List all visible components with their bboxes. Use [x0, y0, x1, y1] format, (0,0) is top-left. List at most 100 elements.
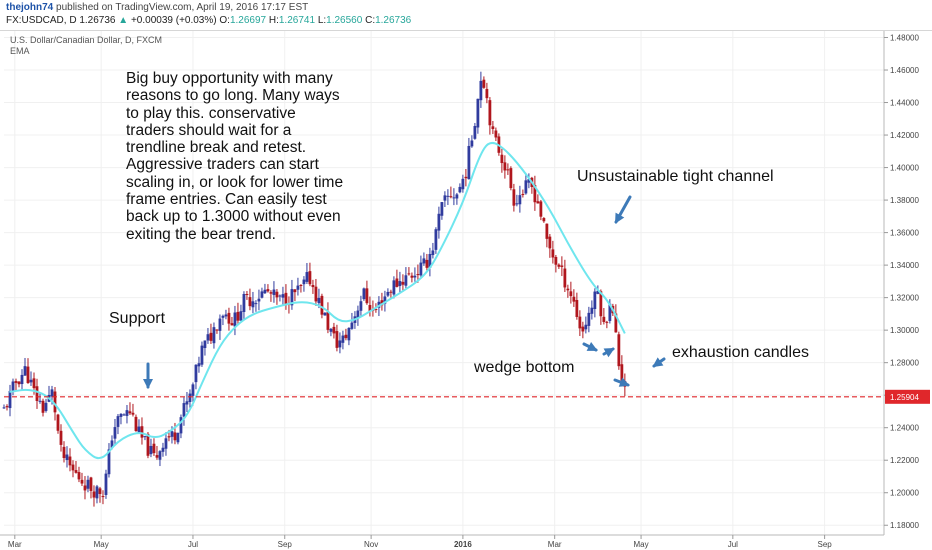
last-price: 1.26736 [79, 15, 116, 26]
candle [194, 364, 198, 390]
candle-body [614, 313, 618, 333]
candle [215, 329, 219, 334]
candle-body [584, 324, 588, 330]
candle-body [437, 213, 441, 231]
candle [38, 393, 42, 404]
candle [218, 314, 222, 340]
candle-body [350, 322, 354, 329]
candle-body [317, 297, 321, 304]
candle [407, 267, 411, 276]
price-tag-text: 1.25904 [890, 393, 919, 402]
candle-body [119, 413, 123, 417]
price-tag-bg [885, 389, 930, 404]
candle [269, 290, 273, 302]
candle-body [224, 314, 228, 317]
candle-body [500, 154, 504, 164]
candle [419, 255, 423, 279]
candle-body [170, 431, 174, 437]
candle-body [380, 300, 384, 306]
candle-body [293, 289, 297, 293]
candle-body [506, 169, 510, 171]
price-axis[interactable]: 1.48000 1.46000 1.44000 1.42000 1.40000 1.380… [883, 31, 932, 550]
y-tick-label: 1.24000 [890, 424, 919, 433]
y-tick-label: 1.46000 [890, 66, 919, 75]
candle [425, 253, 429, 272]
candle-body [83, 485, 87, 491]
high-label: H: [268, 15, 279, 26]
x-tick-label: Jul [728, 540, 738, 549]
y-tick-label: 1.34000 [890, 261, 919, 270]
candle [362, 287, 366, 301]
candle-body [479, 80, 483, 101]
candle [158, 450, 162, 467]
candle [398, 271, 402, 293]
candle-body [359, 301, 363, 311]
candle [227, 307, 231, 331]
low-value: 1.26560 [326, 15, 363, 26]
candle [68, 448, 72, 472]
quote-line: FX:USDCAD, D 1.26736 ▲ +0.00039 (+0.03%)… [6, 15, 411, 26]
candle [101, 490, 105, 505]
candle-body [455, 194, 459, 199]
candle-body [284, 292, 288, 306]
candle-body [98, 488, 102, 494]
candle-body [251, 301, 255, 308]
candle-body [389, 291, 393, 293]
candle [395, 269, 399, 288]
channel-note: Unsustainable tight channel [577, 168, 774, 185]
candle-body [272, 289, 276, 295]
wedge-note: wedge bottom [474, 359, 575, 376]
candle [164, 432, 168, 456]
candle [356, 305, 360, 326]
candle [8, 384, 12, 417]
candle [20, 369, 24, 391]
candle [248, 288, 252, 311]
candle [422, 252, 426, 266]
candle [581, 321, 585, 339]
candle-body [269, 292, 273, 294]
candle-body [242, 293, 246, 312]
candle-body [401, 281, 405, 285]
candle-body [86, 479, 90, 489]
time-axis[interactable]: Mar May Jul Sep Nov 2016 Mar May Jul Sep [0, 534, 884, 549]
candle [482, 76, 486, 89]
candle-body [605, 321, 609, 323]
candle [119, 413, 123, 425]
candle-body [20, 374, 24, 385]
candle-body [38, 400, 42, 402]
candle [131, 403, 135, 417]
x-tick-label: Sep [278, 540, 293, 549]
candle [554, 254, 558, 273]
candle [503, 155, 507, 179]
candle [527, 173, 531, 189]
candle [140, 417, 144, 445]
candle [257, 289, 261, 311]
candle-body [338, 340, 342, 348]
candle [230, 316, 234, 326]
candle-body [44, 402, 48, 411]
candle [77, 466, 81, 483]
y-tick-label: 1.48000 [890, 34, 919, 43]
candle-body [194, 364, 198, 383]
candle-body [26, 366, 30, 384]
candle-body [137, 426, 141, 433]
annotation-arrows [143, 195, 666, 389]
candle [500, 148, 504, 173]
candle-body [65, 454, 69, 460]
publisher-name[interactable]: thejohn74 [6, 2, 54, 13]
candle [575, 292, 579, 320]
candle-body [131, 412, 135, 415]
candle [515, 194, 519, 207]
candle-body [542, 218, 546, 222]
candle-body [476, 98, 480, 128]
candle [11, 378, 15, 396]
candle-body [260, 291, 264, 298]
candle [128, 402, 132, 416]
price-chart[interactable]: 1.48000 1.46000 1.44000 1.42000 1.40000 1.380… [0, 31, 932, 550]
candle-body [563, 268, 567, 288]
candle-body [140, 426, 144, 438]
candle [401, 274, 405, 292]
candle [293, 289, 297, 302]
candle-body [491, 126, 495, 130]
candle [551, 240, 555, 264]
